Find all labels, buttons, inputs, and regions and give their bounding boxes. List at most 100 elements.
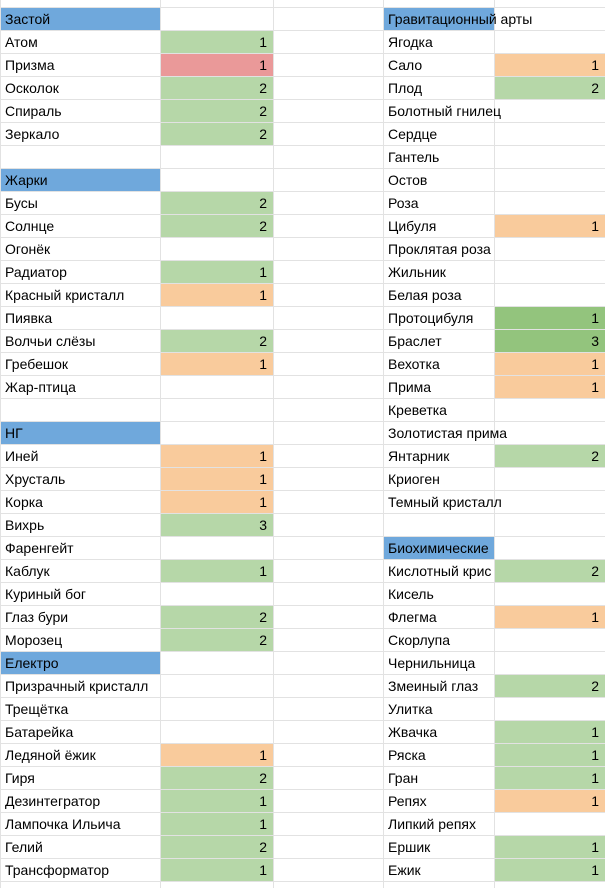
right-item-count-cell[interactable]: 1 bbox=[495, 215, 605, 237]
left-item-count-cell[interactable]: 2 bbox=[161, 330, 273, 352]
left-section-header[interactable]: Жарки bbox=[1, 169, 160, 191]
left-item-count-cell[interactable]: 1 bbox=[161, 261, 273, 283]
left-item-name-cell[interactable]: Атом bbox=[5, 34, 38, 50]
left-item-name-cell[interactable]: Красный кристалл bbox=[5, 287, 125, 303]
right-item-count-cell[interactable]: 3 bbox=[495, 330, 605, 352]
right-item-name-cell[interactable]: Золотистая прима bbox=[388, 425, 508, 441]
right-item-name-cell[interactable]: Скорлупа bbox=[388, 632, 451, 648]
right-item-name-cell[interactable]: Криоген bbox=[388, 471, 440, 487]
left-section-header[interactable]: Електро bbox=[1, 652, 160, 674]
left-section-header[interactable]: НГ bbox=[1, 422, 160, 444]
right-item-name-cell[interactable]: Цибуля bbox=[388, 218, 437, 234]
right-item-name-cell[interactable]: Ершик bbox=[388, 839, 431, 855]
right-section-header[interactable]: Гравитационный арты bbox=[384, 8, 532, 30]
left-item-name-cell[interactable]: Трансформатор bbox=[5, 862, 110, 878]
right-item-name-cell[interactable]: Кислотный крис bbox=[388, 563, 492, 579]
right-item-name-cell[interactable]: Протоцибуля bbox=[388, 310, 474, 326]
right-item-count-cell[interactable]: 1 bbox=[495, 767, 605, 789]
left-item-name-cell[interactable]: Гиря bbox=[5, 770, 35, 786]
left-item-name-cell[interactable]: Куриный бог bbox=[5, 586, 87, 602]
left-item-name-cell[interactable]: Глаз бури bbox=[5, 609, 69, 625]
right-item-count-cell[interactable]: 1 bbox=[495, 376, 605, 398]
right-item-name-cell[interactable]: Прима bbox=[388, 379, 432, 395]
left-item-name-cell[interactable]: Морозец bbox=[5, 632, 63, 648]
right-item-name-cell[interactable]: Гран bbox=[388, 770, 419, 786]
left-item-count-cell[interactable]: 1 bbox=[161, 491, 273, 513]
left-item-name-cell[interactable]: Батарейка bbox=[5, 724, 74, 740]
left-item-count-cell[interactable]: 1 bbox=[161, 560, 273, 582]
left-item-count-cell[interactable]: 1 bbox=[161, 790, 273, 812]
left-item-count-cell[interactable]: 2 bbox=[161, 77, 273, 99]
left-item-name-cell[interactable]: Жар-птица bbox=[5, 379, 76, 395]
left-item-name-cell[interactable]: Трещётка bbox=[5, 701, 69, 717]
right-item-count-cell[interactable]: 1 bbox=[495, 836, 605, 858]
right-item-name-cell[interactable]: Флегма bbox=[388, 609, 437, 625]
right-item-name-cell[interactable]: Роза bbox=[388, 195, 419, 211]
right-item-name-cell[interactable]: Янтарник bbox=[388, 448, 450, 464]
right-item-count-cell[interactable]: 1 bbox=[495, 54, 605, 76]
left-item-name-cell[interactable]: Пиявка bbox=[5, 310, 53, 326]
left-item-name-cell[interactable]: Волчьи слёзы bbox=[5, 333, 96, 349]
left-item-name-cell[interactable]: Солнце bbox=[5, 218, 55, 234]
right-item-count-cell[interactable]: 2 bbox=[495, 675, 605, 697]
left-item-name-cell[interactable]: Вихрь bbox=[5, 517, 45, 533]
left-item-count-cell[interactable]: 1 bbox=[161, 54, 273, 76]
right-item-name-cell[interactable]: Креветка bbox=[388, 402, 447, 418]
left-item-count-cell[interactable]: 2 bbox=[161, 100, 273, 122]
right-item-name-cell[interactable]: Болотный гнилец bbox=[388, 103, 502, 119]
right-item-name-cell[interactable]: Темный кристалл bbox=[388, 494, 502, 510]
right-item-name-cell[interactable]: Браслет bbox=[388, 333, 442, 349]
right-item-name-cell[interactable]: Белая роза bbox=[388, 287, 462, 303]
left-item-name-cell[interactable]: Гребешок bbox=[5, 356, 68, 372]
right-item-count-cell[interactable]: 2 bbox=[495, 445, 605, 467]
right-item-name-cell[interactable]: Улитка bbox=[388, 701, 433, 717]
left-item-name-cell[interactable]: Лампочка Ильича bbox=[5, 816, 121, 832]
left-item-name-cell[interactable]: Хрусталь bbox=[5, 471, 66, 487]
left-item-name-cell[interactable]: Корка bbox=[5, 494, 43, 510]
left-item-count-cell[interactable]: 1 bbox=[161, 284, 273, 306]
right-item-name-cell[interactable]: Ряска bbox=[388, 747, 426, 763]
right-item-count-cell[interactable]: 1 bbox=[495, 307, 605, 329]
left-item-name-cell[interactable]: Фаренгейт bbox=[5, 540, 74, 556]
left-item-name-cell[interactable]: Гелий bbox=[5, 839, 43, 855]
right-item-name-cell[interactable]: Вехотка bbox=[388, 356, 440, 372]
left-item-count-cell[interactable]: 1 bbox=[161, 468, 273, 490]
left-item-count-cell[interactable]: 2 bbox=[161, 215, 273, 237]
right-item-count-cell[interactable]: 1 bbox=[495, 353, 605, 375]
left-item-count-cell[interactable]: 1 bbox=[161, 813, 273, 835]
right-item-name-cell[interactable]: Репях bbox=[388, 793, 427, 809]
left-item-count-cell[interactable]: 1 bbox=[161, 744, 273, 766]
right-item-name-cell[interactable]: Чернильница bbox=[388, 655, 476, 671]
right-item-name-cell[interactable]: Ягодка bbox=[388, 34, 433, 50]
left-item-name-cell[interactable]: Радиатор bbox=[5, 264, 67, 280]
right-item-name-cell[interactable]: Липкий репях bbox=[388, 816, 476, 832]
left-item-name-cell[interactable]: Зеркало bbox=[5, 126, 60, 142]
left-item-name-cell[interactable]: Ледяной ёжик bbox=[5, 747, 96, 763]
right-item-name-cell[interactable]: Проклятая роза bbox=[388, 241, 491, 257]
left-item-count-cell[interactable]: 2 bbox=[161, 836, 273, 858]
left-item-name-cell[interactable]: Осколок bbox=[5, 80, 59, 96]
left-item-count-cell[interactable]: 2 bbox=[161, 123, 273, 145]
left-item-count-cell[interactable]: 2 bbox=[161, 606, 273, 628]
left-item-count-cell[interactable]: 1 bbox=[161, 31, 273, 53]
right-item-name-cell[interactable]: Змеиный глаз bbox=[388, 678, 479, 694]
left-section-header[interactable]: Застой bbox=[1, 8, 160, 30]
left-item-name-cell[interactable]: Огонёк bbox=[5, 241, 51, 257]
left-item-count-cell[interactable]: 1 bbox=[161, 445, 273, 467]
left-item-count-cell[interactable]: 2 bbox=[161, 629, 273, 651]
left-item-name-cell[interactable]: Бусы bbox=[5, 195, 38, 211]
right-item-count-cell[interactable]: 1 bbox=[495, 744, 605, 766]
right-item-count-cell[interactable]: 1 bbox=[495, 721, 605, 743]
right-item-count-cell[interactable]: 1 bbox=[495, 859, 605, 881]
right-item-count-cell[interactable]: 2 bbox=[495, 560, 605, 582]
left-item-name-cell[interactable]: Призрачный кристалл bbox=[5, 678, 149, 694]
left-item-name-cell[interactable]: Дезинтегратор bbox=[5, 793, 101, 809]
right-item-name-cell[interactable]: Ежик bbox=[388, 862, 421, 878]
left-item-count-cell[interactable]: 2 bbox=[161, 767, 273, 789]
left-item-name-cell[interactable]: Спираль bbox=[5, 103, 62, 119]
right-item-name-cell[interactable]: Остов bbox=[388, 172, 428, 188]
right-item-name-cell[interactable]: Сердце bbox=[388, 126, 438, 142]
right-item-name-cell[interactable]: Плод bbox=[388, 80, 423, 96]
right-section-header[interactable]: Биохимические bbox=[384, 537, 494, 559]
right-item-count-cell[interactable]: 1 bbox=[495, 606, 605, 628]
